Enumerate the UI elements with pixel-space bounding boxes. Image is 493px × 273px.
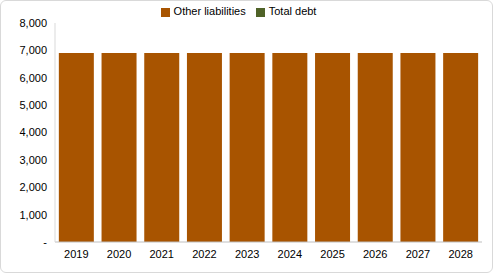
svg-text:2022: 2022 bbox=[192, 248, 216, 260]
svg-text:6,000: 6,000 bbox=[19, 72, 47, 84]
svg-text:8,000: 8,000 bbox=[19, 17, 47, 29]
svg-text:7,000: 7,000 bbox=[19, 44, 47, 56]
svg-text:2023: 2023 bbox=[235, 248, 259, 260]
html-text:Other liabilities: Other liabilities bbox=[173, 5, 246, 17]
svg-text:2027: 2027 bbox=[406, 248, 430, 260]
svg-text:2,000: 2,000 bbox=[19, 181, 47, 193]
html-text:Total debt: Total debt bbox=[268, 5, 317, 17]
svg-text:2028: 2028 bbox=[448, 248, 472, 260]
svg-text:2025: 2025 bbox=[320, 248, 344, 260]
svg-text:3,000: 3,000 bbox=[19, 154, 47, 166]
svg-text:2024: 2024 bbox=[278, 248, 302, 260]
svg-text:5,000: 5,000 bbox=[19, 99, 47, 111]
svg-text:-: - bbox=[43, 236, 47, 248]
svg-text:2021: 2021 bbox=[150, 248, 174, 260]
svg-text:4,000: 4,000 bbox=[19, 126, 47, 138]
svg-text:2019: 2019 bbox=[64, 248, 88, 260]
svg-text:2020: 2020 bbox=[107, 248, 131, 260]
svg-text:1,000: 1,000 bbox=[19, 209, 47, 221]
svg-text:2026: 2026 bbox=[363, 248, 387, 260]
